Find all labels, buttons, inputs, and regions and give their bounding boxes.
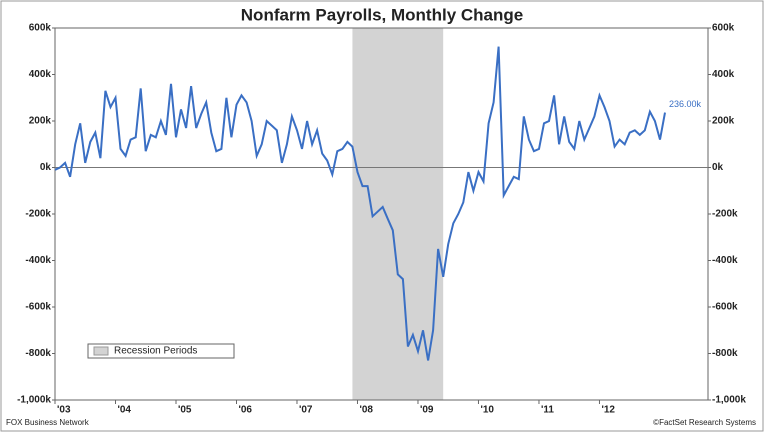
y-tick-label: 400k [29,69,52,80]
y-tick-label: -400k [25,255,51,266]
y-tick-label: -600k [25,302,51,313]
y2-tick-label: -200k [712,209,738,220]
legend-box [87,343,235,359]
x-tick-label: '07 [299,405,313,416]
source-left: FOX Business Network [6,418,90,427]
legend-label: Recession Periods [114,346,197,357]
source-right: ©FactSet Research Systems [653,418,756,427]
x-tick-label: '11 [541,405,554,416]
y-tick-label: 200k [29,116,52,127]
x-tick-label: '10 [480,405,494,416]
x-tick-label: '09 [420,405,434,416]
x-tick-label: '08 [359,405,373,416]
chart-title: Nonfarm Payrolls, Monthly Change [241,5,523,24]
y-tick-label: 600k [29,23,52,34]
value-label: 236.00k [669,99,702,109]
x-tick-label: '12 [601,405,615,416]
y2-tick-label: 0k [712,162,724,173]
y2-tick-label: -800k [712,348,738,359]
y-tick-label: -200k [25,209,51,220]
recession-band [352,28,444,400]
y2-tick-label: -400k [712,255,738,266]
y2-tick-label: -600k [712,302,738,313]
legend-swatch [93,346,109,356]
y-tick-label: 0k [40,162,52,173]
x-tick-label: '06 [238,405,252,416]
series-line [54,46,666,361]
y-tick-label: -1,000k [17,395,51,406]
y2-tick-label: -1,000k [712,395,746,406]
x-tick-label: '03 [57,405,71,416]
x-tick-label: '05 [178,405,192,416]
y2-tick-label: 600k [712,23,735,34]
x-tick-label: '04 [117,405,131,416]
y2-tick-label: 200k [712,116,735,127]
y2-tick-label: 400k [712,69,735,80]
y-tick-label: -800k [25,348,51,359]
